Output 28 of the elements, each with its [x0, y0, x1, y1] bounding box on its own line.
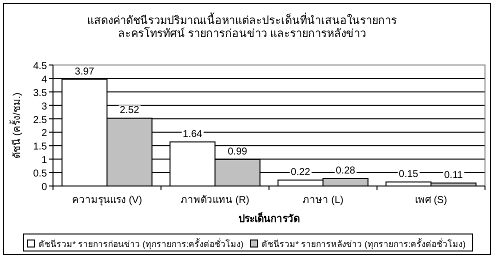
y-tick-label: 2.5: [33, 114, 48, 126]
y-tick-label: 3: [41, 101, 48, 112]
x-tick-label: ภาพตัวแทน (R): [180, 195, 250, 206]
data-label: 0.28: [336, 165, 356, 176]
x-tick-label: เพศ (S): [414, 195, 448, 206]
chart-title: แสดงค่าดัชนีรวมปริมาณเนื้อหาแต่ละประเด็นที่นำเสนอในรายการ: [87, 12, 397, 27]
legend-label: ดัชนีรวม* รายการหลังข่าว (ทุกรายการ:ครั้งต่อชั่วโมง): [262, 238, 466, 250]
y-tick-label: 4.5: [33, 61, 48, 72]
data-label: 3.97: [74, 66, 95, 78]
data-label: 0.15: [398, 168, 419, 180]
x-axis-title: ประเด็นการวัด: [238, 211, 300, 225]
data-label: 0.11: [444, 170, 464, 182]
data-label: 0.22: [290, 167, 311, 178]
data-label: 0.99: [228, 146, 248, 158]
data-label: 1.64: [182, 128, 203, 140]
chart-subtitle: ละครโทรทัศน์ รายการก่อนข่าว และรายการหลังข่าว: [118, 26, 366, 40]
y-tick-label: 1.5: [33, 142, 48, 153]
y-tick-label: 0: [41, 182, 48, 193]
y-axis-title: ดัชนี (ครั้ง/ชม.): [9, 92, 23, 158]
data-label: 2.52: [120, 105, 140, 116]
legend-label: ดัชนีรวม* รายการก่อนข่าว (ทุกรายการ:ครั้งต่อชั่วโมง): [38, 238, 244, 250]
y-tick-label: 0.5: [33, 168, 48, 180]
x-tick-label: ภาษา (L): [302, 195, 344, 206]
y-tick-label: 2: [41, 128, 48, 140]
x-tick-label: ความรุนแรง (V): [72, 195, 142, 206]
y-tick-label: 3.5: [33, 88, 48, 99]
y-tick-label: 1: [41, 155, 48, 166]
y-tick-label: 4: [41, 74, 48, 86]
